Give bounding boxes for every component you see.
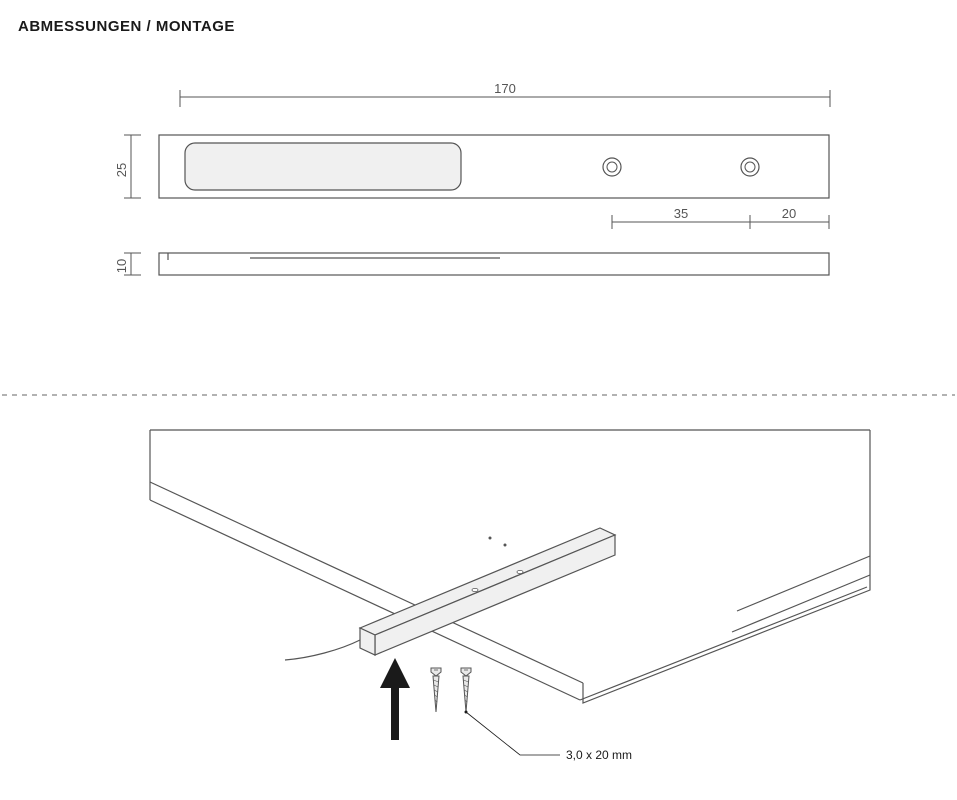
part-window (185, 143, 461, 190)
dim-spacing-35-label: 35 (674, 206, 688, 221)
assembly-drawing: 3,0 x 20 mm (0, 400, 957, 800)
mounting-hole-2-inner (745, 162, 755, 172)
screw-1 (431, 668, 441, 712)
part-body-side (159, 253, 829, 275)
up-arrow-icon (380, 658, 410, 740)
dim-edge-20-label: 20 (782, 206, 796, 221)
top-drawings: 170 25 35 20 10 (0, 0, 957, 400)
screw-size-label: 3,0 x 20 mm (566, 748, 632, 762)
dim-width-170-label: 170 (494, 81, 516, 96)
led-bar (285, 528, 615, 660)
dim-thickness-10: 10 (114, 253, 141, 275)
screw-callout: 3,0 x 20 mm (465, 711, 633, 763)
dim-height-25-label: 25 (114, 163, 129, 177)
mounting-hole-1-inner (607, 162, 617, 172)
dim-width-170: 170 (180, 81, 830, 107)
screw-2 (461, 668, 471, 712)
dim-height-25: 25 (114, 135, 141, 198)
dim-hole-spacing: 35 20 (612, 206, 829, 229)
dim-thickness-10-label: 10 (114, 259, 129, 273)
